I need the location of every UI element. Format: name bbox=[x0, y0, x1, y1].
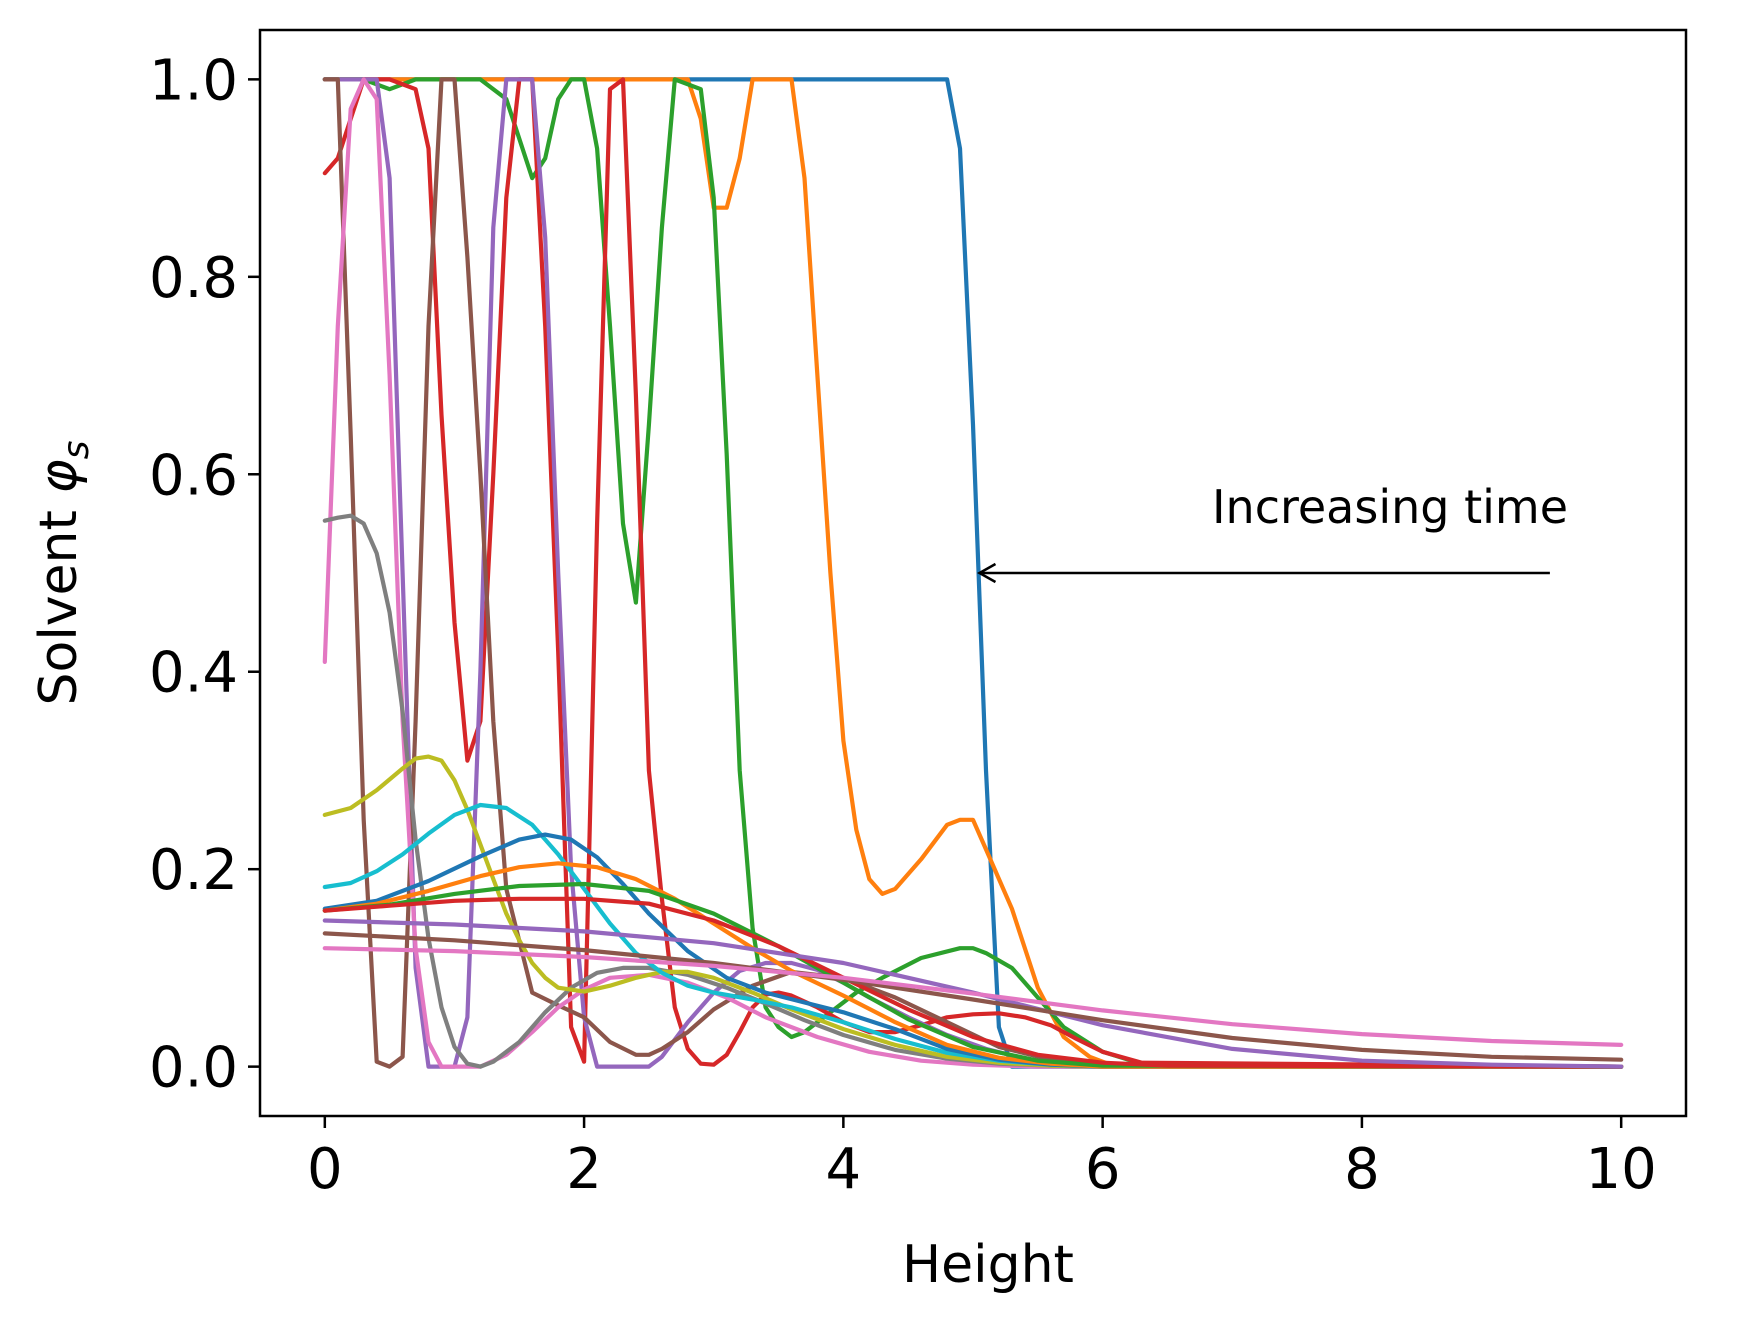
series-line-t7 bbox=[322, 77, 1624, 1069]
y-axis-label-text: Solvent bbox=[29, 494, 89, 706]
y-tick-label: 0.2 bbox=[149, 838, 238, 903]
y-tick-label: 0.0 bbox=[149, 1036, 238, 1101]
annotation-arrow bbox=[976, 562, 1550, 584]
x-axis-label: Height bbox=[902, 1235, 1074, 1295]
x-tick-label: 0 bbox=[307, 1137, 343, 1202]
x-axis: 0 2 4 6 8 10 bbox=[307, 1116, 1657, 1202]
plot-frame bbox=[258, 28, 1688, 1118]
series-line-t2 bbox=[322, 77, 1624, 1069]
series-line-t16 bbox=[322, 931, 1624, 1062]
y-tick-label: 0.8 bbox=[149, 246, 238, 311]
series-line-t13 bbox=[322, 881, 1624, 1069]
annotation-text: Increasing time bbox=[1212, 480, 1568, 534]
x-tick-label: 8 bbox=[1344, 1137, 1380, 1202]
y-axis-label-subscript: s bbox=[56, 441, 97, 460]
y-tick-label: 0.4 bbox=[149, 641, 238, 706]
x-tick-label: 2 bbox=[566, 1137, 602, 1202]
series-line-t17 bbox=[322, 946, 1624, 1048]
series-line-t14 bbox=[322, 896, 1624, 1069]
y-axis: 0.0 0.2 0.4 0.6 0.8 1.0 bbox=[149, 48, 260, 1101]
series-line-t9 bbox=[322, 754, 1624, 1069]
series-layer bbox=[322, 77, 1624, 1069]
y-axis-label-symbol: φ bbox=[29, 459, 89, 493]
series-line-t11 bbox=[322, 832, 1624, 1069]
series-line-t4 bbox=[322, 77, 1624, 1069]
svg-text:Solvent φs: Solvent φs bbox=[29, 441, 97, 706]
series-line-t8 bbox=[322, 513, 1624, 1069]
y-tick-label: 1.0 bbox=[149, 48, 238, 113]
y-axis-label: Solvent φs bbox=[29, 441, 97, 706]
x-tick-label: 6 bbox=[1085, 1137, 1121, 1202]
x-tick-label: 4 bbox=[826, 1137, 862, 1202]
x-tick-label: 10 bbox=[1586, 1137, 1657, 1202]
series-line-t12 bbox=[322, 861, 1624, 1069]
arrow-head bbox=[976, 562, 997, 584]
series-line-t3 bbox=[322, 77, 1624, 1069]
y-tick-label: 0.6 bbox=[149, 443, 238, 508]
series-line-t10 bbox=[322, 802, 1624, 1069]
